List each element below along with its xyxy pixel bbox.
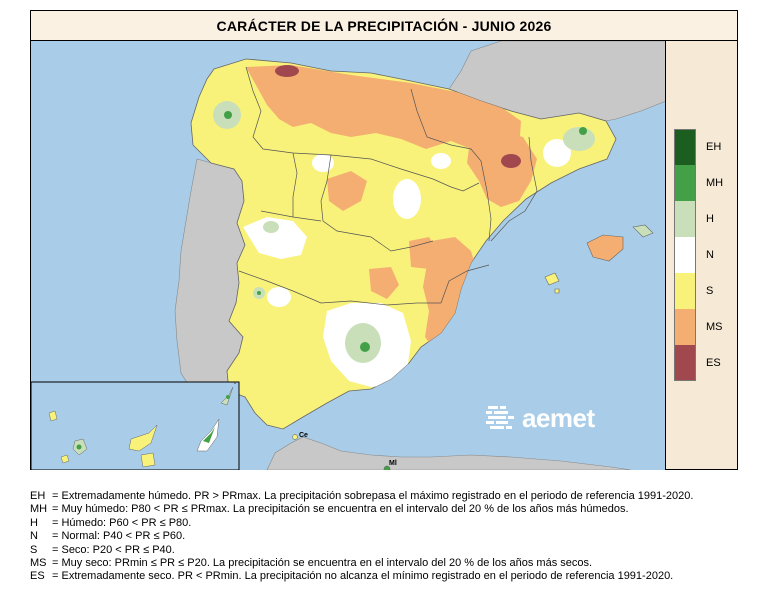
legend-notes: EH = Extremadamente húmedo. PR > PRmax. … (30, 490, 760, 584)
note-text: = Húmedo: P60 < PR ≤ P80. (52, 516, 192, 529)
zone-h-caceres (263, 221, 279, 233)
note-row: EH = Extremadamente húmedo. PR > PRmax. … (30, 490, 760, 503)
note-code: H (30, 516, 38, 529)
legend-swatch-eh (674, 129, 696, 165)
legend-label-n: N (706, 249, 714, 261)
legend-swatch-ms (674, 309, 696, 345)
zone-n-huelva (267, 287, 291, 307)
legend-swatch-n (674, 237, 696, 273)
note-code: N (30, 530, 38, 543)
zone-n-guadalajara (393, 179, 421, 219)
legend-item: EH (674, 129, 734, 165)
zone-n-catalonia (543, 139, 571, 167)
zone-n-rioja (431, 153, 451, 169)
zone-mh-jaen (360, 342, 370, 352)
zone-ms-cantabrian (246, 65, 521, 161)
legend-item: N (674, 237, 734, 273)
legend-swatch-mh (674, 165, 696, 201)
note-text: = Extremadamente seco. PR < PRmin. La pr… (52, 570, 674, 583)
aemet-logo: aemet (484, 403, 595, 434)
zone-ms-toledo (369, 267, 399, 299)
zone-ms-east (423, 237, 477, 351)
aemet-logo-icon (486, 405, 514, 429)
note-row: MH = Muy húmedo: P80 < PR ≤ PRmax. La pr… (30, 503, 760, 516)
note-code: ES (30, 570, 45, 583)
zone-ms-ebro (467, 131, 537, 207)
legend-item: ES (674, 345, 734, 381)
note-text: = Muy seco: PRmin ≤ PR ≤ P20. La precipi… (52, 557, 593, 570)
zone-n-extremadura (243, 217, 307, 259)
ceuta-label: Ce (299, 432, 308, 439)
map-area: Ce Ml (31, 41, 666, 470)
legend-item: MS (674, 309, 734, 345)
ceuta-marker (292, 434, 298, 440)
note-row: MS = Muy seco: PRmin ≤ PR ≤ P20. La prec… (30, 557, 760, 570)
note-row: H = Húmedo: P60 < PR ≤ P80. (30, 517, 760, 530)
title-bar: CARÁCTER DE LA PRECIPITACIÓN - JUNIO 202… (31, 11, 737, 41)
melilla-marker (383, 465, 391, 470)
zone-n-duero (312, 154, 334, 172)
legend-label-eh: EH (706, 141, 722, 153)
zone-ms-cuenca (409, 237, 437, 269)
legend-label-ms: MS (706, 321, 723, 333)
note-text: = Muy húmedo: P80 < PR ≤ PRmax. La preci… (52, 503, 629, 516)
legend-label-mh: MH (706, 177, 724, 189)
legend-label-es: ES (706, 357, 721, 369)
note-code: EH (30, 490, 46, 502)
precipitation-map: Ce Ml (31, 41, 665, 470)
note-row: N = Normal: P40 < PR ≤ P60. (30, 530, 760, 543)
legend-item: S (674, 273, 734, 309)
note-code: MS (30, 557, 47, 570)
aemet-logo-text: aemet (522, 403, 595, 433)
legend-item: MH (674, 165, 734, 201)
legend-label-h: H (706, 213, 714, 225)
map-frame: CARÁCTER DE LA PRECIPITACIÓN - JUNIO 202… (30, 10, 738, 470)
note-row: S = Seco: P20 < PR ≤ P40. (30, 544, 760, 557)
note-text: = Extremadamente húmedo. PR > PRmax. La … (52, 490, 694, 502)
legend-swatch-h (674, 201, 696, 237)
region-boundaries (238, 66, 538, 306)
zone-es-aragon (501, 154, 521, 168)
note-text: = Normal: P40 < PR ≤ P60. (52, 530, 186, 543)
map-title: CARÁCTER DE LA PRECIPITACIÓN - JUNIO 202… (216, 17, 552, 34)
legend-swatch-es (674, 345, 696, 381)
zone-es-asturias (275, 65, 299, 77)
zone-mh-girona (579, 127, 587, 135)
melilla-label: Ml (389, 460, 397, 467)
legend-label-s: S (706, 285, 714, 297)
legend-swatch-s (674, 273, 696, 309)
note-text: = Seco: P20 < PR ≤ P40. (52, 543, 175, 556)
legend-item: H (674, 201, 734, 237)
zone-mh-badajoz (257, 291, 261, 295)
zone-h-girona (563, 127, 595, 151)
note-code: MH (30, 503, 48, 516)
note-code: S (30, 543, 38, 556)
morocco-landmass (266, 436, 632, 470)
legend: EH MH H N S MS ES (674, 129, 734, 381)
canary-islands-inset (31, 381, 240, 470)
note-row: ES = Extremadamente seco. PR < PRmin. La… (30, 570, 760, 583)
balearic-islands (544, 224, 654, 294)
zone-ms-centre (327, 171, 367, 211)
zone-mh-galicia (224, 111, 232, 119)
